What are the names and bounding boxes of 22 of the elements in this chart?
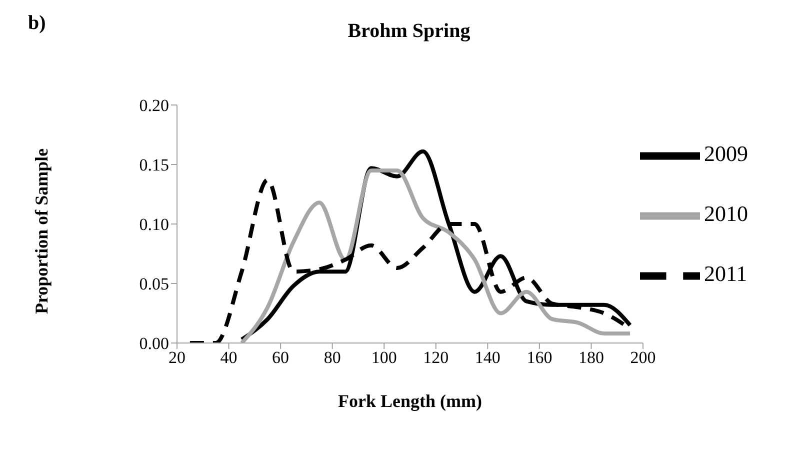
x-tick-label: 80 <box>324 348 341 368</box>
y-tick-label: 0.15 <box>139 156 169 175</box>
x-tick-label: 100 <box>371 348 397 368</box>
x-tick-label: 200 <box>630 348 656 368</box>
legend-label: 2009 <box>704 141 748 166</box>
text: b) <box>28 12 46 35</box>
x-tick-label: 180 <box>578 348 604 368</box>
y-tick-label: 0.10 <box>139 215 169 234</box>
x-tick-label: 40 <box>220 348 238 368</box>
y-tick-label: 0.00 <box>139 334 169 354</box>
x-tick-label: 20 <box>168 348 186 368</box>
x-axis-title: Fork Length (mm) <box>338 391 482 411</box>
y-tick-label: 0.20 <box>139 96 169 116</box>
legend-label: 2011 <box>704 261 748 286</box>
x-tick-label: 140 <box>474 348 500 368</box>
y-axis-title: Proportion of Sample <box>31 148 52 314</box>
chart-title: Brohm Spring <box>348 20 470 42</box>
x-tick-label: 60 <box>272 348 290 368</box>
y-tick-label: 0.05 <box>139 274 169 294</box>
x-tick-label: 120 <box>423 348 449 368</box>
x-tick-label: 160 <box>526 348 552 368</box>
legend-label: 2010 <box>704 201 748 226</box>
